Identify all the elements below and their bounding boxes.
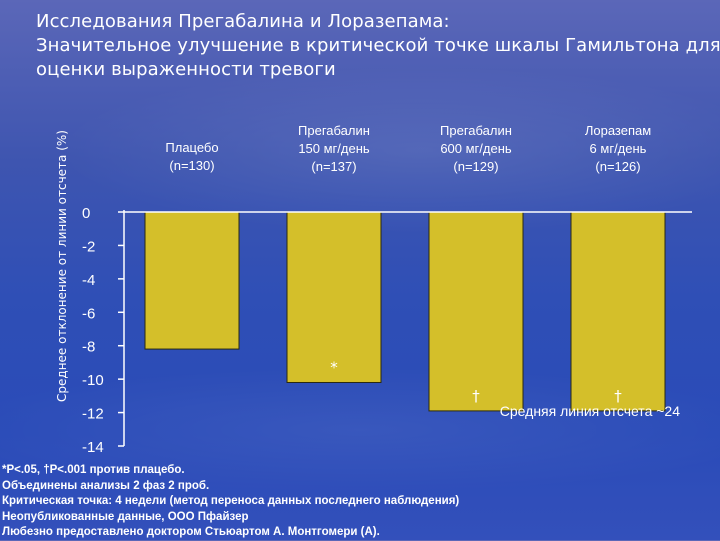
significance-marker-2: * xyxy=(330,358,338,376)
title-line-1: Исследования Прегабалина и Лоразепама: xyxy=(36,11,450,32)
category-label-1-line-2: (n=130) xyxy=(169,158,214,173)
slide-title: Исследования Прегабалина и Лоразепама: З… xyxy=(36,10,720,82)
category-label-3-line-2: 600 мг/день xyxy=(440,141,512,156)
footnotes: *P<.05, †P<.001 против плацебо. Объедине… xyxy=(2,463,718,541)
category-label-3-line-3: (n=129) xyxy=(453,159,498,174)
category-label-4-line-2: 6 мг/день xyxy=(590,141,647,156)
y-tick-label--10: -10 xyxy=(82,372,104,389)
y-axis-title: Среднее отклонение от линии отсчета (%) xyxy=(55,130,69,402)
category-label-2-line-2: 150 мг/день xyxy=(298,141,370,156)
significance-marker-4: † xyxy=(614,387,622,405)
bar-1 xyxy=(144,211,240,350)
y-tick-label--4: -4 xyxy=(82,272,95,289)
category-label-4-line-1: Лоразепам xyxy=(585,123,651,138)
significance-marker-3: † xyxy=(472,387,480,405)
footnote-significance: *P<.05, †P<.001 против плацебо. xyxy=(2,464,185,476)
y-tick-label--12: -12 xyxy=(82,406,104,423)
category-label-3-line-1: Прегабалин xyxy=(440,123,512,138)
title-line-2: Значительное улучшение в критической точ… xyxy=(36,35,720,56)
y-tick-label--6: -6 xyxy=(82,305,95,322)
bar-3 xyxy=(428,211,524,412)
category-label-4-line-3: (n=126) xyxy=(595,159,640,174)
y-tick-label--2: -2 xyxy=(82,238,95,255)
bar-2 xyxy=(286,211,382,383)
y-tick-label--14: -14 xyxy=(82,439,104,456)
category-label-2-line-1: Прегабалин xyxy=(298,123,370,138)
footnote-analysis: Объединены анализы 2 фаз 2 проб. xyxy=(2,479,210,492)
baseline-annotation: Средняя линия отсчета ~24 xyxy=(500,403,680,419)
footnote-courtesy: Любезно предоставлено доктором Стьюартом… xyxy=(2,526,380,538)
y-tick-label--8: -8 xyxy=(82,339,95,356)
bar-4 xyxy=(570,211,666,412)
category-label-1-line-1: Плацебо xyxy=(165,140,218,155)
footnote-endpoint: Критическая точка: 4 недели (метод перен… xyxy=(2,495,460,507)
category-label-2-line-3: (n=137) xyxy=(311,159,356,174)
footnote-source: Неопубликованные данные, ООО Пфайзер xyxy=(2,510,249,523)
y-tick-label-0: 0 xyxy=(82,205,90,222)
title-line-3: оценки выраженности тревоги xyxy=(36,59,336,80)
